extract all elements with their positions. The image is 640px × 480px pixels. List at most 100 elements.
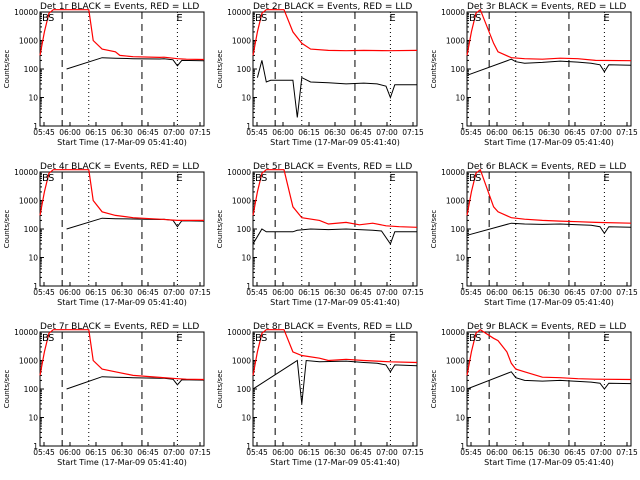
y-tick-label: 10000 (227, 8, 251, 17)
marker-s: S (475, 333, 481, 344)
x-tick-label: 06:30 (538, 288, 560, 297)
marker-s: S (261, 13, 267, 24)
x-axis-label: Start Time (17-Mar-09 05:41:40) (57, 138, 187, 147)
y-tick-label: 1000 (446, 357, 465, 366)
x-tick-label: 07:15 (616, 448, 638, 457)
x-tick-label: 06:15 (85, 448, 107, 457)
y-tick-label: 10 (455, 254, 465, 263)
y-tick-label: 10000 (14, 328, 38, 337)
panel-title: Det 4r BLACK = Events, RED = LLD (40, 162, 199, 172)
x-axis-label: Start Time (17-Mar-09 05:41:40) (57, 298, 187, 307)
panel-4: Det 4r BLACK = Events, RED = LLD 1 10 100 10… (3, 162, 211, 307)
x-tick-label: 06:00 (486, 288, 508, 297)
x-tick-label: 06:45 (350, 288, 372, 297)
y-tick-label: 1000 (232, 357, 251, 366)
marker-b: B (42, 173, 49, 184)
x-tick-label: 06:15 (85, 128, 107, 137)
marker-s: S (261, 333, 267, 344)
y-tick-label: 10 (28, 414, 38, 423)
y-tick-label: 10000 (441, 328, 465, 337)
marker-e: E (389, 333, 395, 344)
y-tick-label: 100 (451, 65, 466, 74)
y-tick-label: 10000 (14, 8, 38, 17)
x-tick-label: 06:00 (272, 128, 294, 137)
x-tick-label: 06:45 (137, 448, 159, 457)
x-tick-label: 05:45 (460, 288, 482, 297)
marker-e: E (176, 333, 182, 344)
marker-b: B (255, 13, 262, 24)
panel-3: Det 3r BLACK = Events, RED = LLD 1 10 100 10… (430, 2, 638, 147)
y-tick-label: 1000 (19, 197, 38, 206)
y-tick-label: 1 (246, 442, 251, 451)
x-tick-label: 06:45 (350, 128, 372, 137)
marker-s: S (48, 13, 54, 24)
x-tick-label: 06:45 (350, 448, 372, 457)
x-tick-label: 06:30 (324, 288, 346, 297)
y-tick-label: 1 (33, 122, 38, 131)
x-tick-label: 06:45 (564, 128, 586, 137)
y-tick-label: 100 (451, 225, 466, 234)
panel-2: Det 2r BLACK = Events, RED = LLD 1 10 100 10… (216, 2, 424, 147)
x-tick-label: 07:15 (616, 288, 638, 297)
x-tick-label: 07:00 (376, 128, 398, 137)
y-axis-label: Counts/sec (216, 50, 224, 89)
y-tick-label: 100 (451, 385, 466, 394)
y-tick-label: 1 (460, 442, 465, 451)
lld-series-line (466, 8, 632, 62)
plot-frame (39, 171, 205, 287)
x-axis-label: Start Time (17-Mar-09 05:41:40) (270, 138, 400, 147)
x-tick-label: 06:00 (272, 288, 294, 297)
x-tick-label: 06:30 (538, 448, 560, 457)
y-tick-label: 100 (237, 385, 252, 394)
lld-series-line (466, 328, 632, 381)
lld-series-line (252, 169, 418, 228)
events-series-line (252, 359, 418, 404)
x-tick-label: 07:00 (163, 288, 185, 297)
marker-b: B (255, 173, 262, 184)
y-tick-label: 100 (237, 225, 252, 234)
y-tick-label: 10 (241, 414, 251, 423)
x-tick-label: 07:00 (590, 448, 612, 457)
x-axis-label: Start Time (17-Mar-09 05:41:40) (484, 298, 614, 307)
y-tick-label: 10000 (227, 328, 251, 337)
x-tick-label: 07:15 (402, 288, 424, 297)
marker-s: S (475, 173, 481, 184)
x-tick-label: 06:15 (512, 288, 534, 297)
panel-title: Det 5r BLACK = Events, RED = LLD (253, 162, 412, 172)
marker-e: E (176, 173, 182, 184)
x-tick-label: 05:45 (33, 448, 55, 457)
marker-e: E (603, 13, 609, 24)
y-tick-label: 1 (33, 282, 38, 291)
x-axis-label: Start Time (17-Mar-09 05:41:40) (484, 138, 614, 147)
x-tick-label: 05:45 (246, 128, 268, 137)
y-tick-label: 1000 (19, 37, 38, 46)
x-tick-label: 06:15 (512, 448, 534, 457)
y-tick-label: 1 (246, 122, 251, 131)
x-tick-label: 05:45 (460, 448, 482, 457)
y-tick-label: 1 (460, 122, 465, 131)
x-tick-label: 05:45 (33, 128, 55, 137)
x-tick-label: 06:00 (486, 448, 508, 457)
y-tick-label: 10000 (441, 8, 465, 17)
x-tick-label: 06:15 (512, 128, 534, 137)
x-tick-label: 06:15 (85, 288, 107, 297)
x-tick-label: 06:45 (564, 448, 586, 457)
panel-title: Det 6r BLACK = Events, RED = LLD (467, 162, 626, 172)
y-tick-label: 10 (28, 94, 38, 103)
panel-title: Det 8r BLACK = Events, RED = LLD (253, 322, 412, 332)
x-tick-label: 07:15 (402, 128, 424, 137)
panel-title: Det 9r BLACK = Events, RED = LLD (467, 322, 626, 332)
x-tick-label: 05:45 (460, 128, 482, 137)
panel-9: Det 9r BLACK = Events, RED = LLD 1 10 100 10… (430, 322, 638, 467)
marker-b: B (469, 173, 476, 184)
x-tick-label: 06:30 (324, 128, 346, 137)
x-tick-label: 06:00 (59, 128, 81, 137)
x-tick-label: 07:00 (163, 448, 185, 457)
x-tick-label: 07:15 (189, 448, 211, 457)
y-axis-label: Counts/sec (430, 50, 438, 89)
x-tick-label: 06:30 (538, 128, 560, 137)
y-tick-label: 1 (246, 282, 251, 291)
x-tick-label: 06:00 (59, 288, 81, 297)
panel-8: Det 8r BLACK = Events, RED = LLD 1 10 100 10… (216, 322, 424, 467)
marker-e: E (603, 333, 609, 344)
